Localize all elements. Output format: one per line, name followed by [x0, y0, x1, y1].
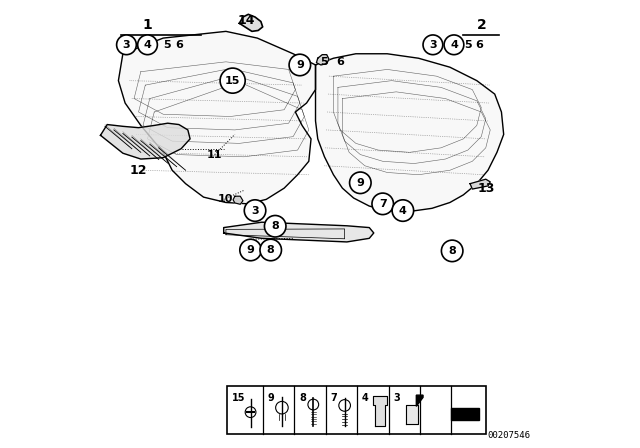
- Text: 12: 12: [130, 164, 147, 177]
- Text: 5: 5: [464, 40, 472, 50]
- Polygon shape: [233, 196, 243, 204]
- Text: 4: 4: [399, 206, 407, 215]
- Text: 8: 8: [267, 245, 275, 255]
- Bar: [227, 386, 486, 434]
- Text: 13: 13: [477, 181, 495, 195]
- Text: 1: 1: [143, 17, 152, 32]
- Text: 8: 8: [448, 246, 456, 256]
- Polygon shape: [451, 408, 479, 420]
- Circle shape: [349, 172, 371, 194]
- Text: 6: 6: [475, 40, 483, 50]
- Circle shape: [289, 54, 310, 76]
- Circle shape: [138, 35, 157, 55]
- Text: 15: 15: [232, 393, 245, 403]
- Polygon shape: [100, 123, 190, 159]
- Circle shape: [260, 239, 282, 261]
- Text: 9: 9: [246, 245, 255, 255]
- Circle shape: [423, 35, 443, 55]
- Text: 4: 4: [362, 393, 369, 403]
- Circle shape: [240, 239, 261, 261]
- Polygon shape: [406, 405, 418, 424]
- Text: 3: 3: [393, 393, 400, 403]
- Text: 9: 9: [268, 393, 275, 403]
- Polygon shape: [239, 14, 262, 31]
- Circle shape: [444, 35, 464, 55]
- Polygon shape: [223, 222, 374, 242]
- Text: 3: 3: [252, 206, 259, 215]
- Text: 8: 8: [299, 393, 306, 403]
- Text: 14: 14: [237, 13, 255, 27]
- Text: 00207546: 00207546: [488, 431, 531, 440]
- Text: 3: 3: [429, 40, 436, 50]
- Circle shape: [392, 200, 413, 221]
- Text: 8: 8: [271, 221, 279, 231]
- Text: 6: 6: [336, 57, 344, 67]
- Circle shape: [244, 200, 266, 221]
- Circle shape: [372, 193, 394, 215]
- Text: 2: 2: [476, 17, 486, 32]
- Circle shape: [442, 240, 463, 262]
- Text: 15: 15: [225, 76, 241, 86]
- Text: 5: 5: [321, 57, 328, 67]
- Text: 9: 9: [296, 60, 304, 70]
- Text: 11: 11: [207, 150, 223, 159]
- Circle shape: [116, 35, 136, 55]
- Text: 10: 10: [218, 194, 233, 204]
- Text: 4: 4: [450, 40, 458, 50]
- Text: 3: 3: [123, 40, 131, 50]
- Circle shape: [220, 68, 245, 93]
- Text: 7: 7: [379, 199, 387, 209]
- Polygon shape: [316, 55, 329, 65]
- Text: 5: 5: [163, 40, 171, 50]
- Polygon shape: [118, 31, 316, 204]
- Circle shape: [264, 215, 286, 237]
- Polygon shape: [416, 395, 423, 406]
- Text: 4: 4: [143, 40, 152, 50]
- Text: 6: 6: [175, 40, 183, 50]
- Text: 7: 7: [330, 393, 337, 403]
- Polygon shape: [316, 54, 504, 211]
- Polygon shape: [470, 179, 490, 189]
- Text: 9: 9: [356, 178, 364, 188]
- Polygon shape: [373, 396, 387, 426]
